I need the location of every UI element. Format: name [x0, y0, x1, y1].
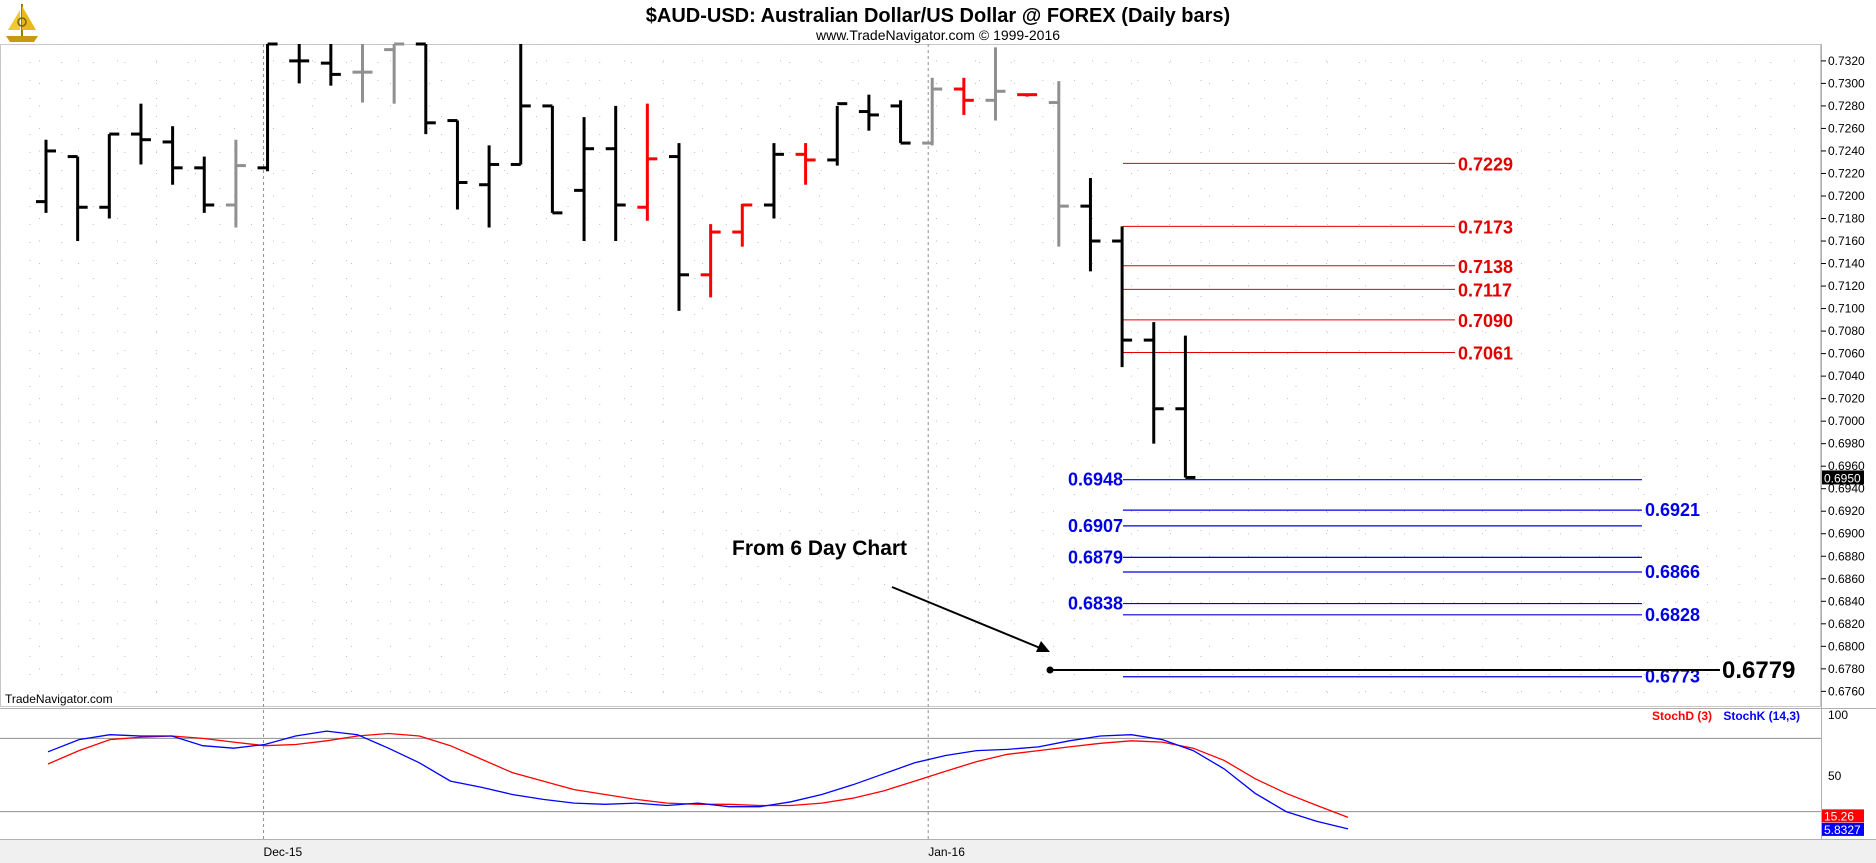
price-tick-label: 0.6980	[1828, 437, 1865, 451]
price-panel-frame	[0, 44, 1821, 707]
price-tick-label: 0.6820	[1828, 617, 1865, 631]
price-tick-label: 0.7320	[1828, 54, 1865, 68]
stoch-series-line	[47, 730, 1349, 830]
level-lines: 0.7229 0.7173 0.7138 0.7117 0.7090 0.7061 0.69…	[1046, 154, 1795, 687]
price-tick-label: 0.7040	[1828, 369, 1865, 383]
black-level-dot	[1046, 666, 1054, 674]
price-tick-label: 0.6760	[1828, 684, 1865, 698]
last-price-box	[1822, 470, 1864, 485]
price-bars	[36, 42, 1196, 479]
chart-title: $AUD-USD: Australian Dollar/US Dollar @ …	[646, 5, 1230, 27]
stoch-k-value: 5.8327	[1824, 823, 1861, 837]
price-tick-label: 0.7080	[1828, 324, 1865, 338]
ship-sextant-logo-icon	[6, 4, 38, 42]
blue-level-label: 0.6948	[1068, 470, 1123, 490]
price-tick-label: 0.6880	[1828, 549, 1865, 563]
watermark-text: TradeNavigator.com	[5, 692, 113, 706]
chart-subtitle: www.TradeNavigator.com © 1999-2016	[815, 27, 1060, 43]
stoch-tick-label: 50	[1828, 769, 1842, 783]
stoch-series-line	[47, 732, 1349, 819]
price-tick-label: 0.6940	[1828, 482, 1865, 496]
price-grid	[0, 44, 1815, 839]
date-axis-label: Jan-16	[928, 845, 965, 859]
blue-level-label: 0.6866	[1645, 562, 1700, 582]
price-tick-label: 0.6920	[1828, 504, 1865, 518]
blue-level-label: 0.6828	[1645, 605, 1700, 625]
price-tick-label: 0.7020	[1828, 392, 1865, 406]
price-tick-label: 0.7160	[1828, 234, 1865, 248]
red-level-label: 0.7090	[1458, 311, 1513, 331]
blue-level-label: 0.6907	[1068, 516, 1123, 536]
price-tick-label: 0.7300	[1828, 76, 1865, 90]
stoch-d-value: 15.26	[1824, 809, 1854, 823]
price-tick-label: 0.7260	[1828, 121, 1865, 135]
price-tick-label: 0.7240	[1828, 144, 1865, 158]
price-tick-label: 0.6900	[1828, 527, 1865, 541]
stoch-k-value-box	[1822, 822, 1864, 836]
price-tick-label: 0.7100	[1828, 302, 1865, 316]
arrow-shaft	[891, 586, 1046, 651]
price-tick-label: 0.7120	[1828, 279, 1865, 293]
red-level-label: 0.7229	[1458, 154, 1513, 174]
date-axis: Dec-15 Jan-16	[264, 845, 966, 859]
price-tick-label: 0.7060	[1828, 347, 1865, 361]
price-tick-label: 0.6840	[1828, 594, 1865, 608]
price-tick-label: 0.6960	[1828, 459, 1865, 473]
blue-level-label: 0.6773	[1645, 667, 1700, 687]
price-tick-label: 0.7200	[1828, 189, 1865, 203]
price-tick-label: 0.7140	[1828, 257, 1865, 271]
price-axis: 0.7320 0.7300 0.7280 0.7260 0.7240 0.7220 0.72…	[1821, 54, 1865, 698]
price-tick-label: 0.7000	[1828, 414, 1865, 428]
stochastic-panel: 100 50 StochD (3) StochK (14,3) 15.265.8327	[0, 708, 1864, 837]
price-tick-label: 0.6800	[1828, 639, 1865, 653]
stoch-legend-d: StochD (3)	[1652, 709, 1712, 723]
blue-level-label: 0.6879	[1068, 547, 1123, 567]
last-price-label: 0.6950	[1824, 471, 1861, 485]
red-level-label: 0.7138	[1458, 257, 1513, 277]
annotation-arrow	[891, 586, 1050, 652]
red-level-label: 0.7117	[1458, 280, 1512, 300]
price-tick-label: 0.7220	[1828, 166, 1865, 180]
price-tick-label: 0.7280	[1828, 99, 1865, 113]
stoch-legend-k: StochK (14,3)	[1723, 709, 1800, 723]
stoch-d-value-box	[1822, 809, 1864, 823]
date-axis-label: Dec-15	[264, 845, 303, 859]
annotation-text: From 6 Day Chart	[732, 537, 907, 560]
red-level-label: 0.7173	[1458, 217, 1513, 237]
price-tick-label: 0.7180	[1828, 212, 1865, 226]
price-tick-label: 0.6780	[1828, 662, 1865, 676]
arrow-head	[1036, 641, 1050, 652]
blue-level-label: 0.6921	[1645, 500, 1700, 520]
bottom-axis-strip	[0, 839, 1876, 863]
stoch-tick-label: 100	[1828, 708, 1848, 722]
price-tick-label: 0.6860	[1828, 572, 1865, 586]
blue-level-label: 0.6838	[1068, 594, 1123, 614]
red-level-label: 0.7061	[1458, 343, 1513, 363]
black-level-label: 0.6779	[1722, 657, 1795, 684]
